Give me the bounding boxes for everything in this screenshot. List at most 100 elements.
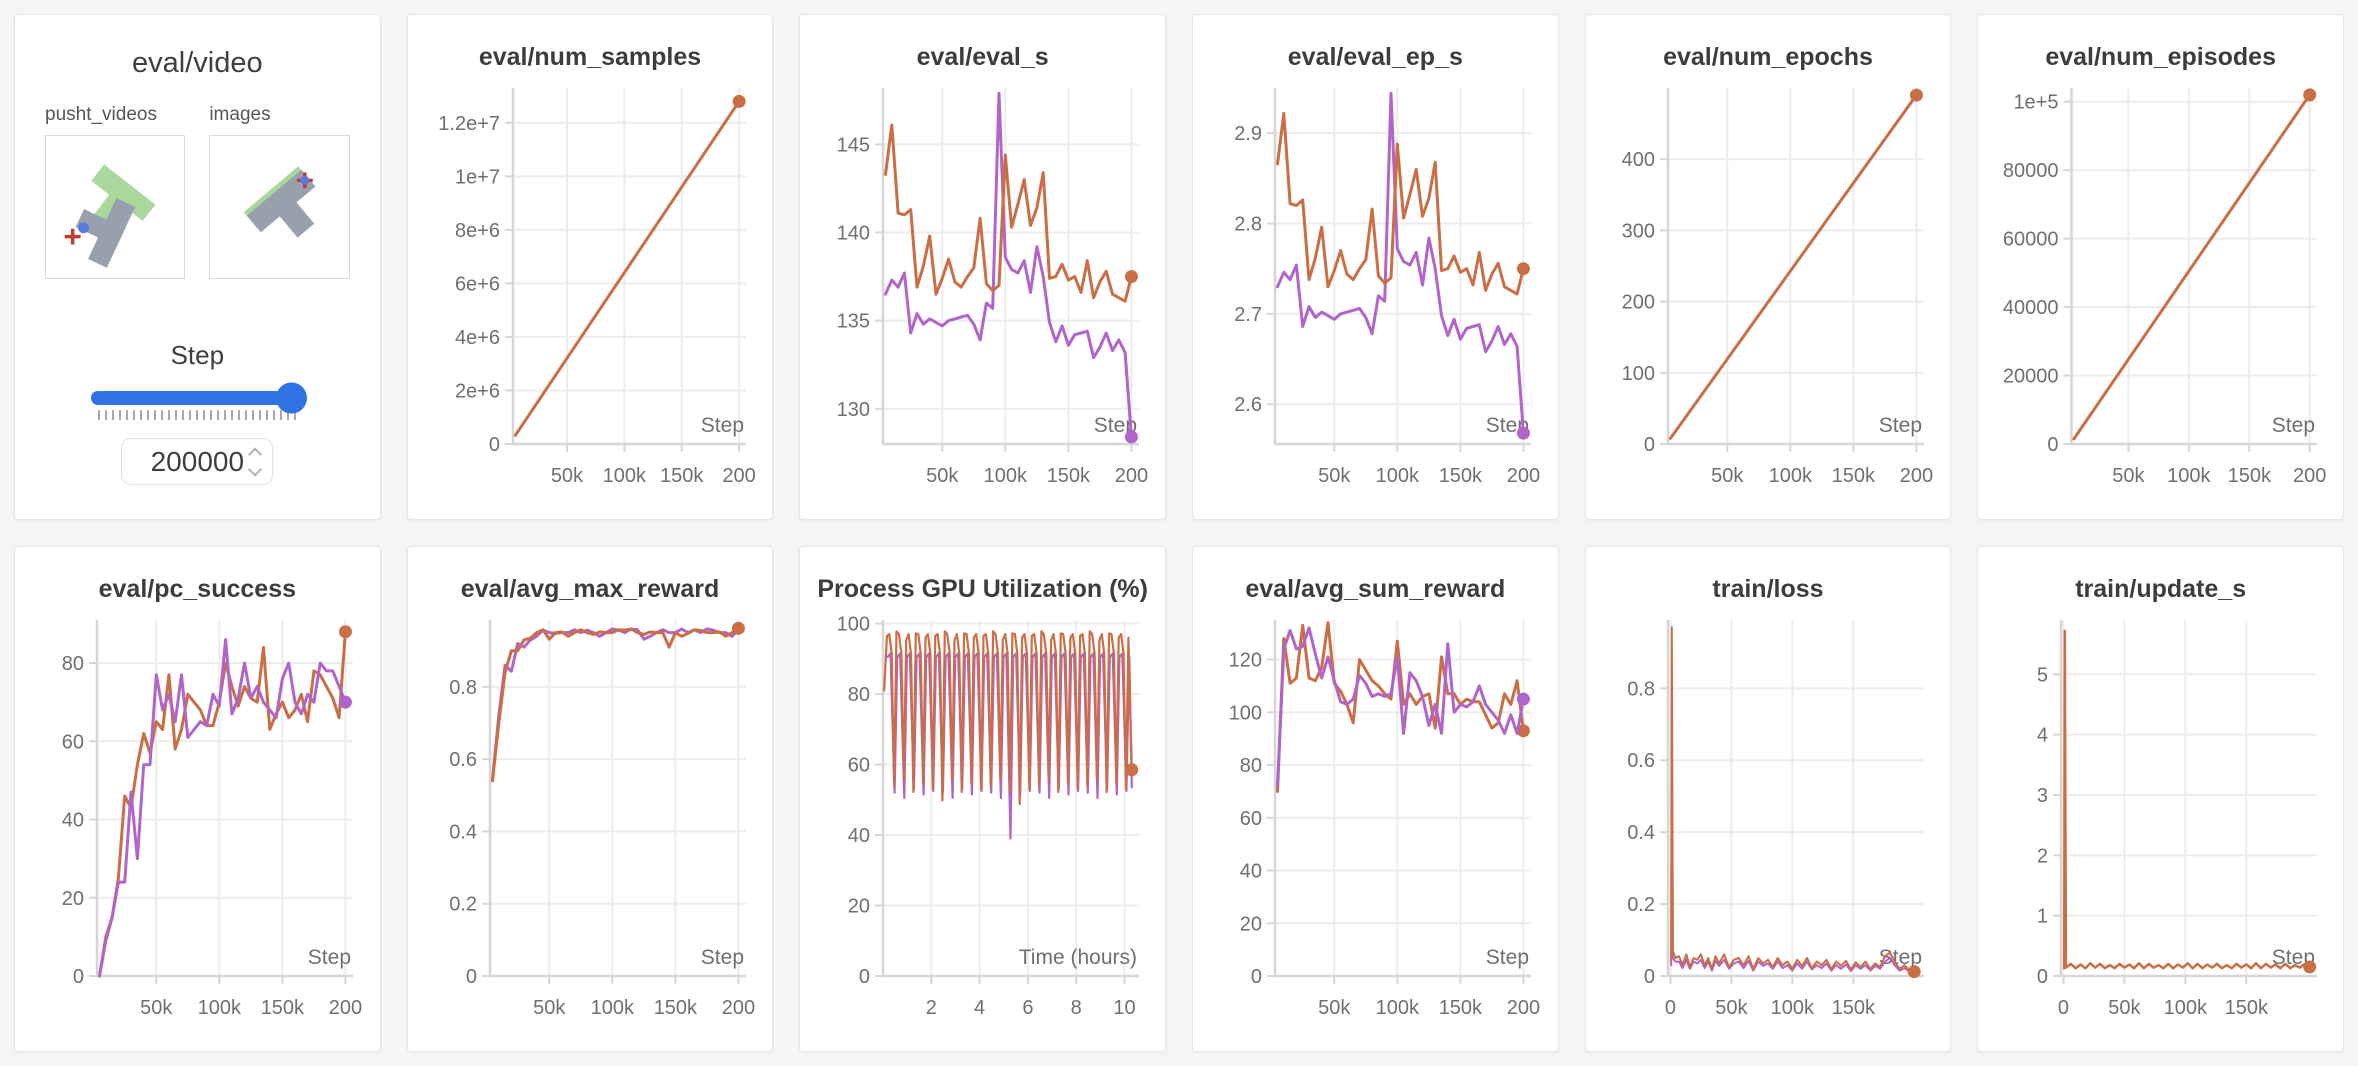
svg-text:8e+6: 8e+6 [455, 220, 500, 242]
chart-plot[interactable]: 0 100 200 300 400 50k 100k 150k 200 Step [1596, 76, 1940, 500]
panel-eval-num-samples: eval/num_samples 0 2e+6 4e+6 6e+6 8e+6 1e+7 1.… [406, 14, 774, 520]
chart-plot[interactable]: 0 20 40 60 80 100 2 4 6 8 10 Time (hours) [811, 608, 1155, 1032]
svg-text:130: 130 [836, 399, 869, 421]
series-line-purple [98, 638, 348, 978]
step-value: 200000 [150, 445, 245, 477]
panel-process-gpu-utilization: Process GPU Utilization (%) 0 20 40 60 80 100… [799, 546, 1166, 1052]
agent-dot [300, 175, 310, 185]
tick-labels: 0 0.2 0.4 0.6 0.8 50k 100k 150k 200 [449, 677, 755, 1019]
axes [1659, 620, 1924, 984]
chart-plot[interactable]: 130 135 140 145 50k 100k 150k 200 Step [811, 76, 1155, 500]
gridlines [1667, 620, 1924, 977]
svg-text:50k: 50k [140, 997, 173, 1019]
series-end-dot-purple [1124, 430, 1138, 444]
svg-text:1: 1 [2037, 906, 2048, 928]
svg-text:40: 40 [62, 810, 84, 832]
svg-text:50k: 50k [1318, 997, 1351, 1019]
svg-text:20: 20 [1240, 913, 1262, 935]
x-axis-label: Step [1879, 414, 1922, 437]
svg-text:150k: 150k [1439, 997, 1483, 1019]
step-slider-thumb[interactable] [276, 382, 308, 414]
svg-text:100k: 100k [1376, 465, 1420, 487]
svg-text:0: 0 [1251, 966, 1262, 988]
svg-text:50k: 50k [2112, 465, 2145, 487]
svg-text:6: 6 [1022, 997, 1033, 1019]
image-thumbnail[interactable] [209, 135, 350, 279]
svg-text:2: 2 [2037, 845, 2048, 867]
panel-eval-num-epochs: eval/num_epochs 0 100 200 300 400 50k 100k 150k… [1584, 14, 1952, 520]
x-axis-label: Step [701, 414, 744, 437]
series-end-dot-orange [2302, 960, 2316, 974]
panel-eval-video: eval/video pusht_videos [14, 14, 381, 520]
svg-text:200: 200 [722, 997, 755, 1019]
svg-text:145: 145 [836, 134, 869, 156]
svg-text:10: 10 [1113, 997, 1135, 1019]
tick-labels: 2.6 2.7 2.8 2.9 50k 100k 150k 200 [1235, 123, 1541, 487]
panel-eval-num-episodes: eval/num_episodes 0 20000 40000 60000 80000 1… [1977, 14, 2344, 520]
svg-text:2: 2 [925, 997, 936, 1019]
series-line-purple [1670, 705, 1916, 974]
tick-labels: 0 20 40 60 80 50k 100k 150k 200 [62, 653, 362, 1019]
images-label: images [209, 104, 271, 125]
x-axis-label: Step [2271, 414, 2314, 437]
x-axis-label: Step [1093, 414, 1136, 437]
svg-text:150k: 150k [1832, 997, 1876, 1019]
svg-text:50k: 50k [551, 465, 584, 487]
chart-plot[interactable]: 0 20000 40000 60000 80000 1e+5 50k 100k 150k 200 S… [1989, 76, 2333, 500]
svg-text:0.2: 0.2 [449, 894, 477, 916]
step-number-input[interactable]: 200000 [121, 438, 274, 485]
svg-text:50k: 50k [533, 997, 566, 1019]
axes [1659, 88, 1924, 452]
svg-text:150k: 150k [2227, 465, 2271, 487]
series-line-orange [1670, 626, 1916, 973]
panel-train-loss: train/loss 0 0.2 0.4 0.6 0.8 0 50k 100k 150k Step [1584, 546, 1952, 1052]
series-end-dot-purple [339, 695, 353, 709]
svg-text:40: 40 [1240, 861, 1262, 883]
series-line-orange [1276, 621, 1526, 793]
panel-eval-eval-s: eval/eval_s 130 135 140 145 50k 100k 150k 200 St… [799, 14, 1166, 520]
svg-text:80: 80 [847, 684, 869, 706]
pusht-video-thumbnail[interactable] [45, 135, 186, 279]
series-line-purple [1276, 91, 1526, 435]
step-slider-label: Step [170, 340, 225, 370]
svg-text:50k: 50k [1715, 997, 1748, 1019]
series-end-dot-orange [1907, 965, 1921, 979]
chart-title: train/update_s [2075, 575, 2247, 603]
x-axis-label: Step [308, 946, 351, 969]
svg-text:4: 4 [974, 997, 985, 1019]
series-line-purple [883, 91, 1133, 439]
svg-text:0: 0 [1665, 997, 1676, 1019]
svg-text:5: 5 [2037, 664, 2048, 686]
svg-text:1e+7: 1e+7 [455, 166, 500, 188]
series-end-dot-orange [1124, 763, 1138, 777]
chart-title: eval/num_episodes [2045, 43, 2276, 71]
svg-text:0.6: 0.6 [449, 749, 477, 771]
step-control: Step 200000 [15, 340, 380, 485]
chart-plot[interactable]: 0 20 40 60 80 100 120 50k 100k 150k 200 Step [1203, 608, 1547, 1032]
tick-labels: 0 100 200 300 400 50k 100k 150k 200 [1622, 149, 1933, 487]
series-line-orange [1668, 93, 1918, 440]
series-end-dot-purple [1517, 692, 1531, 706]
axes [2052, 620, 2317, 984]
chart-plot[interactable]: 0 0.2 0.4 0.6 0.8 50k 100k 150k 200 Step [418, 608, 762, 1032]
series-line-orange [882, 630, 1133, 806]
spinner-down-icon[interactable] [248, 461, 263, 477]
chart-plot[interactable]: 0 20 40 60 80 50k 100k 150k 200 Step [25, 608, 369, 1032]
svg-text:150k: 150k [1439, 465, 1483, 487]
spinner-up-icon[interactable] [248, 446, 263, 462]
svg-text:80: 80 [1240, 755, 1262, 777]
svg-text:150k: 150k [1832, 465, 1876, 487]
block-t-shape [75, 198, 136, 268]
step-slider[interactable] [91, 382, 308, 414]
chart-plot[interactable]: 0 2e+6 4e+6 6e+6 8e+6 1e+7 1.2e+7 50k 100k 150k 20… [418, 76, 762, 500]
series-end-dot-orange [1124, 270, 1138, 284]
svg-text:100k: 100k [2167, 465, 2211, 487]
svg-text:0: 0 [1644, 966, 1655, 988]
svg-text:140: 140 [836, 223, 869, 245]
svg-text:80000: 80000 [2003, 160, 2059, 182]
svg-text:0.2: 0.2 [1627, 894, 1655, 916]
svg-text:3: 3 [2037, 785, 2048, 807]
